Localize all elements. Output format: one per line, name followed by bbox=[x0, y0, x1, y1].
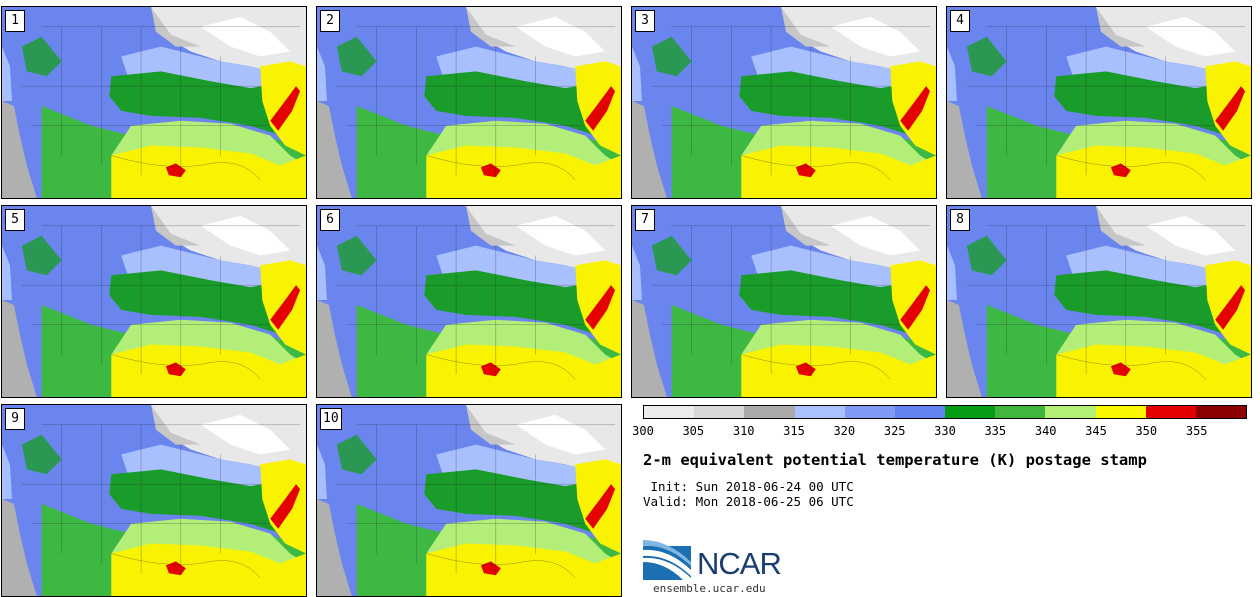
colorbar-swatch bbox=[995, 406, 1046, 418]
colorbar-swatch bbox=[744, 406, 795, 418]
colorbar-tick: 355 bbox=[1185, 424, 1208, 438]
colorbar-tick: 310 bbox=[732, 424, 755, 438]
panel-number: 2 bbox=[320, 10, 340, 32]
colorbar-tick: 340 bbox=[1034, 424, 1057, 438]
valid-time: Valid: Mon 2018-06-25 06 UTC bbox=[643, 494, 854, 509]
colorbar-swatch bbox=[894, 406, 946, 418]
map bbox=[2, 7, 306, 198]
colorbar-swatch bbox=[844, 406, 895, 418]
stamp-panel-4: 4 bbox=[946, 6, 1252, 199]
stamp-panel-6: 6 bbox=[316, 205, 622, 398]
colorbar-swatch bbox=[1195, 406, 1247, 418]
colorbar-tick: 345 bbox=[1085, 424, 1107, 438]
stamp-panel-2: 2 bbox=[316, 6, 622, 199]
ncar-logo-text: NCAR bbox=[697, 546, 782, 581]
website-url[interactable]: ensemble.ucar.edu bbox=[653, 582, 766, 595]
colorbar-tick: 350 bbox=[1135, 424, 1158, 438]
figure-title: 2-m equivalent potential temperature (K)… bbox=[643, 451, 1147, 469]
stamp-panel-8: 8 bbox=[946, 205, 1252, 398]
panel-number: 4 bbox=[950, 10, 970, 32]
colorbar-swatch bbox=[945, 406, 996, 418]
map bbox=[947, 7, 1251, 198]
colorbar-swatch bbox=[794, 406, 845, 418]
stamp-panel-5: 5 bbox=[1, 205, 307, 398]
map bbox=[317, 405, 621, 596]
panel-number: 9 bbox=[5, 408, 25, 430]
map bbox=[2, 206, 306, 397]
colorbar-tick: 330 bbox=[934, 424, 956, 438]
panel-number: 8 bbox=[950, 209, 970, 231]
panel-number: 5 bbox=[5, 209, 25, 231]
colorbar-swatch bbox=[1145, 406, 1196, 418]
colorbar-swatch bbox=[1095, 406, 1146, 418]
init-time: Init: Sun 2018-06-24 00 UTC bbox=[643, 479, 854, 494]
panel-number: 7 bbox=[635, 209, 655, 231]
map bbox=[2, 405, 306, 596]
ncar-logo-icon bbox=[643, 540, 691, 580]
colorbar-ticks: 300 305 310 315 320 325 330 335 340 345 … bbox=[632, 424, 1247, 440]
colorbar-tick: 300 bbox=[632, 424, 654, 438]
stamp-panel-10: 10 bbox=[316, 404, 622, 597]
map bbox=[632, 206, 936, 397]
stamp-panel-1: 1 bbox=[1, 6, 307, 199]
colorbar-tick: 305 bbox=[682, 424, 705, 438]
map bbox=[947, 206, 1251, 397]
stamp-panel-3: 3 bbox=[631, 6, 937, 199]
colorbar-tick: 315 bbox=[783, 424, 805, 438]
stamp-panel-9: 9 bbox=[1, 404, 307, 597]
colorbar-swatch bbox=[644, 406, 695, 418]
panel-number: 6 bbox=[320, 209, 340, 231]
colorbar-swatch bbox=[1045, 406, 1096, 418]
colorbar-tick: 320 bbox=[833, 424, 856, 438]
panel-number: 3 bbox=[635, 10, 655, 32]
colorbar-tick: 325 bbox=[883, 424, 906, 438]
colorbar-tick: 335 bbox=[984, 424, 1007, 438]
colorbar bbox=[643, 405, 1247, 419]
map bbox=[632, 7, 936, 198]
map bbox=[317, 7, 621, 198]
colorbar-swatch bbox=[694, 406, 745, 418]
panel-number: 1 bbox=[5, 10, 25, 32]
panel-number: 10 bbox=[320, 408, 342, 430]
stamp-panel-7: 7 bbox=[631, 205, 937, 398]
map bbox=[317, 206, 621, 397]
